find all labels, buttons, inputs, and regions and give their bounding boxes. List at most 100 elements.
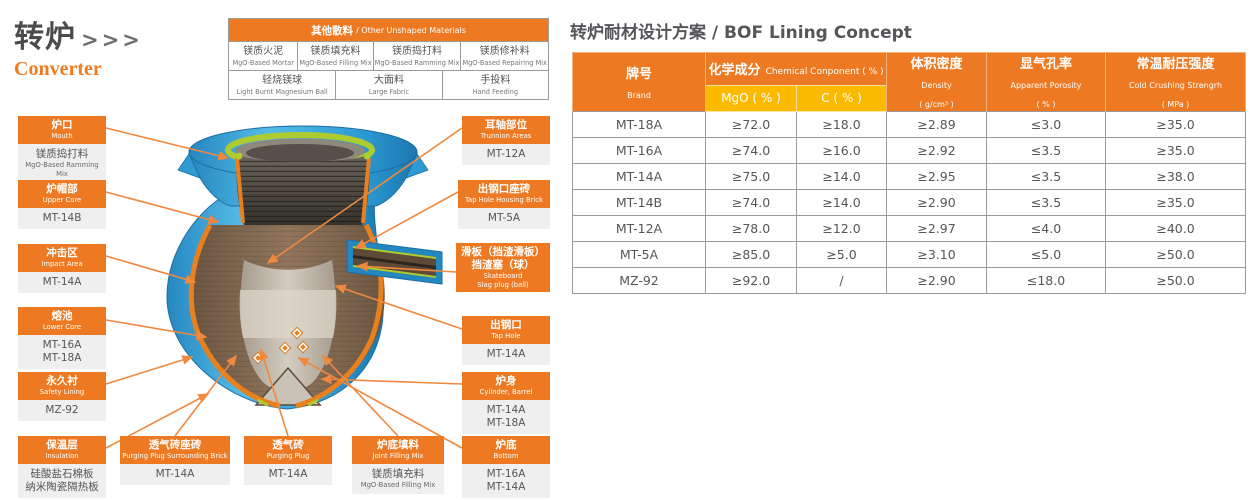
material-name-en: MgO-Based Filling Mix <box>299 59 372 67</box>
callout-zh: 炉帽部 <box>46 183 78 195</box>
value-cell: ≥92.0 <box>705 267 797 294</box>
material-grade: MT-14A <box>155 467 195 480</box>
material-name-en: Hand Feeding <box>472 88 519 96</box>
callout-header: 耳轴部位 Trunnion Areas <box>462 116 550 144</box>
callout-purging-plug-surrounding-brick: 透气砖座砖 Purging Plug Surrounding Brick MT-14… <box>120 436 230 485</box>
bof-lining-table: 牌号 Brand 化学成分 Chemical Conponent ( % ) 体… <box>572 52 1246 294</box>
material-cell: 镁质填充料 MgO-Based Filling Mix <box>297 42 372 70</box>
connector-purging-plug-surrounding-brick <box>174 354 237 437</box>
value-cell: ≤4.0 <box>986 215 1106 242</box>
callout-header: 出钢口 Tap Hole <box>462 316 550 344</box>
value-cell: ≥2.90 <box>886 189 987 216</box>
col-header-c: C ( % ) <box>796 84 887 113</box>
title-arrows-decoration: >>> <box>81 28 143 52</box>
callout-header: 熔池 Lower Core <box>18 307 106 335</box>
callout-material-value: 镁质填充料 MgO-Based Filling Mix <box>352 463 444 494</box>
callout-zh: 出钢口 <box>490 319 522 331</box>
callout-bottom: 炉底 Bottom MT-16A MT-14A <box>462 436 550 498</box>
connector-lower-core <box>105 319 208 341</box>
purging-plug-marker <box>290 326 304 340</box>
callout-zh: 保温层 <box>46 439 78 451</box>
lining-table-row: MZ-92 ≥92.0/≥2.90 ≤18.0 ≥50.0 <box>572 267 1246 294</box>
page-title: 转炉 >>> <box>14 12 143 56</box>
connector-purging-plug <box>259 348 289 437</box>
col-header-mgo: MgO ( % ) <box>705 84 797 113</box>
callout-header: 炉底填料 Joint Filling Mix <box>352 436 444 464</box>
callout-zh: 透气砖座砖 <box>148 439 202 451</box>
callout-zh: 炉底 <box>495 439 517 451</box>
callout-en: Cylinder, Barrel <box>479 388 533 396</box>
lining-table-row: MT-12A ≥78.0 ≥12.0 ≥2.97 ≤4.0 ≥40.0 <box>572 215 1246 242</box>
value-cell: ≥50.0 <box>1105 241 1246 268</box>
material-grade: MT-14A <box>268 467 308 480</box>
materials-row-2: 轻烧镁球 Light Burnt Magnesium Ball 大面料 Large F… <box>229 70 548 99</box>
value-cell: ≥18.0 <box>796 111 887 138</box>
callout-material-value: MT-14A <box>462 343 550 365</box>
col-header-density: 体积密度 Density ( g/cm³ ) <box>886 52 987 112</box>
value-cell: ≥35.0 <box>1105 189 1246 216</box>
material-grade-en: MgO-Based Filling Mix <box>360 480 436 489</box>
purging-plug-marker <box>278 341 292 355</box>
callout-safety-lining: 永久衬 Safety Lining MZ-92 <box>18 372 106 421</box>
material-grade: MT-16A <box>42 338 82 351</box>
material-grade: MT-14A <box>486 480 526 493</box>
material-grade: MT-16A <box>486 467 526 480</box>
callout-zh: 出钢口座砖 <box>477 183 531 195</box>
callout-trunnion-areas: 耳轴部位 Trunnion Areas MT-12A <box>462 116 550 165</box>
callout-en: Upper Core <box>42 196 82 204</box>
vessel-mouth-shadow <box>246 144 354 162</box>
value-cell: ≥3.10 <box>886 241 987 268</box>
value-cell: ≤18.0 <box>986 267 1106 294</box>
callout-en: Mouth <box>51 132 73 140</box>
callout-connectors <box>105 127 463 449</box>
connector-cylinder-barrel <box>320 374 463 385</box>
brand-cell: MT-14B <box>572 189 706 216</box>
callout-material-value: MT-16A MT-18A <box>18 334 106 369</box>
callout-material-value: 镁质捣打料 MgO-Based Ramming Mix <box>18 143 106 183</box>
vessel-inner-band <box>239 290 337 338</box>
connector-upper-core <box>105 191 220 225</box>
value-cell: ≥12.0 <box>796 215 887 242</box>
callout-en: Purging Plug <box>266 452 310 460</box>
connector-joint-filling-mix <box>321 354 399 437</box>
col-header-ccs: 常温耐压强度 Cold Crushing Strengrh ( MPa ) <box>1105 52 1246 112</box>
callout-tap-hole: 出钢口 Tap Hole MT-14A <box>462 316 550 365</box>
page-title-en: Converter <box>14 58 102 80</box>
materials-header-zh: 其他散料 <box>311 24 354 37</box>
value-cell: ≤3.5 <box>986 137 1106 164</box>
callout-purging-plug: 透气砖 Purging Plug MT-14A <box>244 436 332 485</box>
col-header-brand: 牌号 Brand <box>572 52 706 112</box>
callout-header: 炉帽部 Upper Core <box>18 180 106 208</box>
value-cell: ≥75.0 <box>705 163 797 190</box>
value-cell: ≤5.0 <box>986 241 1106 268</box>
callout-material-value: MT-12A <box>462 143 550 165</box>
materials-table-header: 其他散料 / Other Unshaped Materials <box>229 19 548 41</box>
bottom-green-accent-right <box>307 398 319 407</box>
callout-header: 出钢口座砖 Tap Hole Housing Brick <box>458 180 550 208</box>
brand-cell: MT-18A <box>572 111 706 138</box>
material-cell: 镁质火泥 MgO-Based Mortar <box>229 42 297 70</box>
callout-zh: 炉身 <box>495 375 517 387</box>
callout-en: Skateboard <box>483 272 523 280</box>
callout-en: Bottom <box>493 452 519 460</box>
value-cell: ≥2.97 <box>886 215 987 242</box>
material-name-zh: 大面料 <box>373 75 404 86</box>
callout-en: Tap Hole Housing Brick <box>465 196 543 204</box>
material-cell: 手投料 Hand Feeding <box>441 71 548 99</box>
value-cell: ≥5.0 <box>796 241 887 268</box>
value-cell: ≥14.0 <box>796 163 887 190</box>
value-cell: ≥14.0 <box>796 189 887 216</box>
callout-en: Slag plug (ball) <box>477 280 529 289</box>
brand-cell: MT-16A <box>572 137 706 164</box>
value-cell: ≥2.95 <box>886 163 987 190</box>
callout-zh: 炉底填料 <box>377 439 419 451</box>
material-grade: MT-14B <box>42 211 82 224</box>
value-cell: ≥78.0 <box>705 215 797 242</box>
connector-bottom <box>297 357 463 449</box>
callout-en: Trunnion Areas <box>480 132 532 140</box>
value-cell: ≤3.0 <box>986 111 1106 138</box>
callout-material-value: MT-16A MT-14A <box>462 463 550 498</box>
material-name-zh: 镁质火泥 <box>243 46 284 57</box>
callout-zh: 熔池 <box>51 310 73 322</box>
